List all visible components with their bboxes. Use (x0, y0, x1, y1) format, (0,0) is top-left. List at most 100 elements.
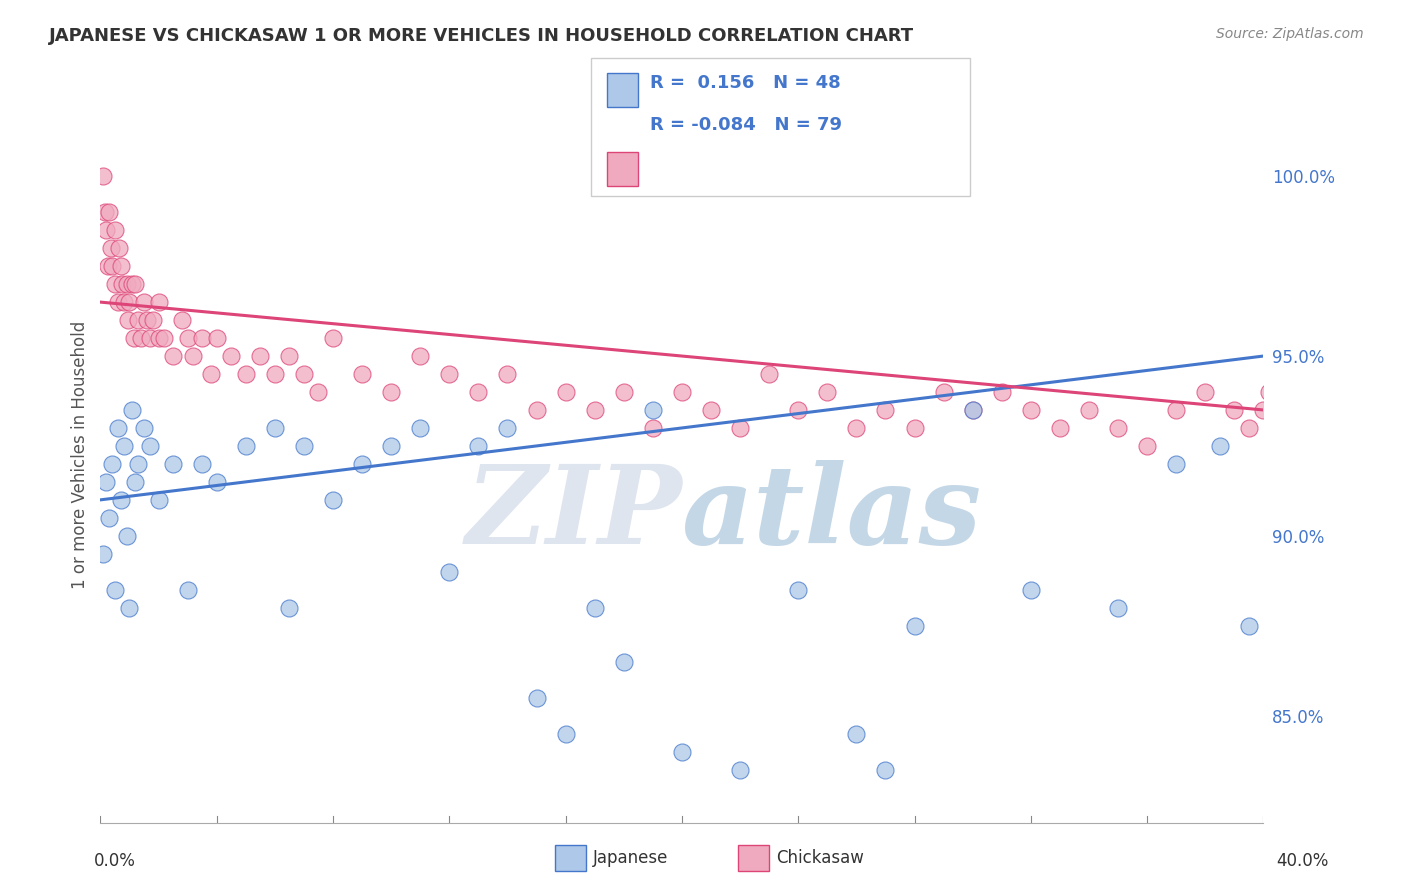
Point (1267, 403, 1289, 417)
Point (583, 600, 606, 615)
Point (292, 367, 315, 381)
Point (135, 313, 157, 327)
Point (467, 439, 489, 453)
Point (278, 600, 301, 615)
Point (91, 169, 114, 184)
Point (962, 403, 984, 417)
Point (148, 295, 170, 310)
Text: R =  0.156   N = 48: R = 0.156 N = 48 (650, 74, 841, 92)
Text: R = -0.084   N = 79: R = -0.084 N = 79 (650, 116, 842, 134)
Point (350, 457, 373, 471)
Point (132, 295, 155, 310)
Point (176, 331, 198, 345)
Point (162, 457, 184, 471)
Point (101, 457, 124, 471)
Point (104, 277, 127, 292)
Point (107, 295, 129, 310)
Point (671, 745, 693, 759)
Point (98, 205, 121, 219)
Point (1253, 403, 1275, 417)
Point (249, 349, 271, 363)
Point (118, 600, 141, 615)
Text: JAPANESE VS CHICKASAW 1 OR MORE VEHICLES IN HOUSEHOLD CORRELATION CHART: JAPANESE VS CHICKASAW 1 OR MORE VEHICLES… (49, 27, 914, 45)
Point (127, 313, 149, 327)
Point (496, 367, 519, 381)
Point (322, 492, 344, 507)
Point (845, 726, 868, 740)
Point (758, 367, 780, 381)
Point (278, 349, 301, 363)
Point (700, 403, 723, 417)
Point (121, 403, 143, 417)
Point (1258, 384, 1281, 399)
Point (903, 618, 925, 632)
Point (205, 475, 228, 489)
Point (115, 277, 138, 292)
Point (112, 439, 135, 453)
Point (176, 582, 198, 597)
Point (1019, 403, 1042, 417)
Text: ZIP: ZIP (465, 460, 682, 567)
Point (554, 726, 576, 740)
Point (583, 403, 606, 417)
Point (115, 529, 138, 543)
Text: Source: ZipAtlas.com: Source: ZipAtlas.com (1216, 27, 1364, 41)
Text: 0.0%: 0.0% (94, 852, 136, 870)
Point (1223, 403, 1246, 417)
Point (107, 421, 129, 435)
Point (292, 439, 315, 453)
Point (153, 331, 176, 345)
Point (526, 690, 548, 705)
Point (815, 384, 838, 399)
Point (127, 457, 149, 471)
Point (350, 367, 373, 381)
Point (613, 384, 636, 399)
Point (263, 367, 285, 381)
Point (121, 277, 143, 292)
Point (111, 277, 134, 292)
Text: 40.0%: 40.0% (1277, 852, 1329, 870)
Point (162, 349, 184, 363)
Text: Chickasaw: Chickasaw (776, 849, 863, 867)
Point (409, 421, 432, 435)
Point (1166, 403, 1188, 417)
Text: atlas: atlas (682, 460, 983, 567)
Point (122, 331, 145, 345)
Point (1019, 582, 1042, 597)
Text: Japanese: Japanese (593, 849, 669, 867)
Point (132, 421, 155, 435)
Point (108, 241, 131, 255)
Point (307, 384, 329, 399)
Point (96, 475, 118, 489)
Point (101, 259, 124, 273)
Point (191, 457, 214, 471)
Point (148, 492, 170, 507)
Point (263, 421, 285, 435)
Point (439, 367, 461, 381)
Point (97, 259, 120, 273)
Point (170, 313, 193, 327)
Point (139, 439, 162, 453)
Point (183, 349, 205, 363)
Point (1049, 421, 1071, 435)
Point (235, 439, 257, 453)
Point (96, 223, 118, 237)
Point (845, 421, 868, 435)
Point (467, 384, 489, 399)
Point (322, 331, 344, 345)
Point (1209, 439, 1232, 453)
Point (613, 655, 636, 669)
Point (641, 403, 664, 417)
Point (191, 331, 214, 345)
Point (1107, 421, 1129, 435)
Point (117, 313, 139, 327)
Point (1166, 457, 1188, 471)
Point (104, 223, 127, 237)
Point (380, 384, 402, 399)
Point (787, 403, 810, 417)
Point (496, 421, 519, 435)
Point (787, 582, 810, 597)
Point (129, 331, 152, 345)
Point (875, 403, 897, 417)
Point (903, 421, 925, 435)
